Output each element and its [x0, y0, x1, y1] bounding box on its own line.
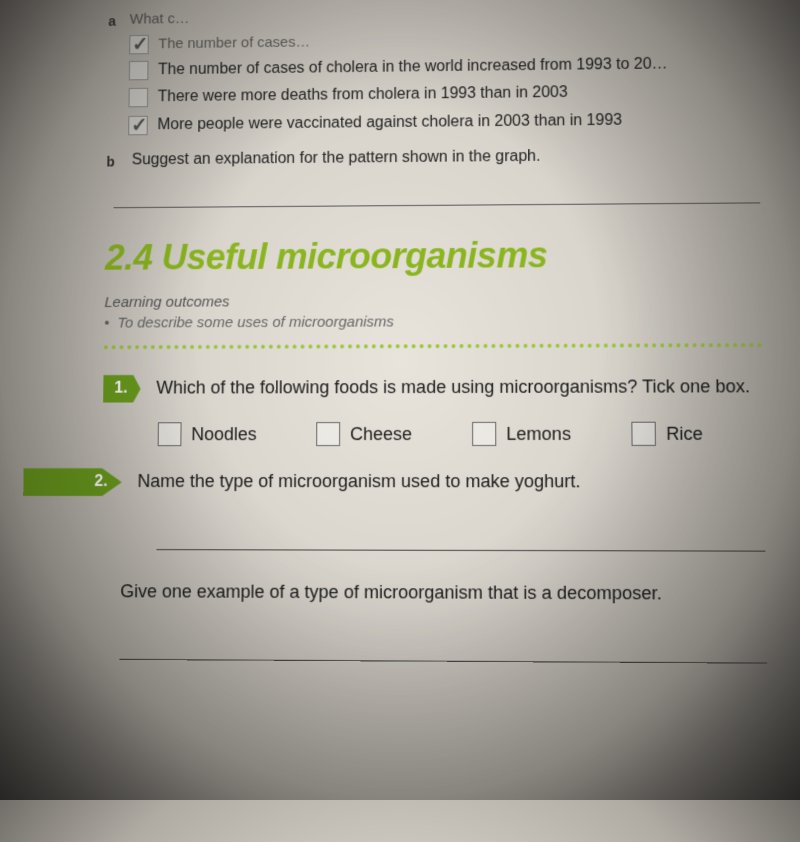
answer-line-q2[interactable]	[156, 516, 765, 552]
clipped-prompt: What c…	[130, 10, 190, 27]
choice-cheese: Cheese	[316, 422, 412, 446]
part-b-prompt: Suggest an explanation for the pattern s…	[132, 148, 541, 169]
question-3: Give one example of a type of microorgan…	[120, 578, 766, 608]
choice-label: Rice	[666, 423, 703, 444]
checkbox-opt2[interactable]	[129, 61, 149, 80]
choice-rice: Rice	[632, 422, 703, 446]
checkbox-opt1[interactable]	[129, 35, 149, 54]
checkbox-rice[interactable]	[632, 422, 657, 446]
question-2-text: Name the type of microorganism used to m…	[137, 468, 764, 496]
option-3-text: There were more deaths from cholera in 1…	[158, 83, 568, 109]
choice-label: Lemons	[506, 423, 571, 444]
question-2: 2. Name the type of microorganism used t…	[102, 468, 765, 497]
answer-line-q3[interactable]	[119, 626, 767, 664]
part-letter-a: a	[108, 13, 129, 29]
option-row: The number of cases of cholera in the wo…	[129, 53, 758, 82]
dotted-divider	[104, 343, 763, 349]
learning-outcome-item: To describe some uses of microorganisms	[104, 312, 762, 332]
textbook-page: a What c… The number of cases… The numbe…	[17, 0, 800, 842]
checkbox-noodles[interactable]	[158, 422, 182, 446]
option-row: There were more deaths from cholera in 1…	[128, 81, 758, 110]
checkbox-lemons[interactable]	[472, 422, 496, 446]
choice-lemons: Lemons	[472, 422, 571, 446]
part-letter-b: b	[106, 154, 128, 170]
question-1: 1. Which of the following foods is made …	[103, 373, 763, 402]
option-row: The number of cases…	[129, 26, 758, 54]
choice-noodles: Noodles	[158, 422, 257, 446]
checkbox-opt3[interactable]	[129, 88, 149, 107]
question-1-text: Which of the following foods is made usi…	[156, 373, 763, 401]
option-1-text: The number of cases…	[158, 32, 310, 54]
checkbox-opt4[interactable]	[128, 116, 148, 136]
question-number-badge: 2.	[23, 468, 122, 496]
previous-question-block: a What c… The number of cases… The numbe…	[106, 3, 760, 209]
checkbox-cheese[interactable]	[316, 422, 340, 446]
option-4-text: More people were vaccinated against chol…	[157, 110, 622, 136]
q1-choices: Noodles Cheese Lemons Rice	[158, 422, 764, 447]
option-row: More people were vaccinated against chol…	[128, 108, 759, 136]
section-heading: 2.4 Useful microorganisms	[105, 233, 761, 278]
question-number-badge: 1.	[103, 375, 141, 403]
answer-line[interactable]	[114, 176, 761, 209]
options-list: What c… The number of cases… The number …	[128, 3, 759, 142]
choice-label: Cheese	[350, 424, 412, 445]
choice-label: Noodles	[191, 424, 257, 445]
question-3-text: Give one example of a type of microorgan…	[120, 578, 766, 608]
option-2-text: The number of cases of cholera in the wo…	[158, 54, 668, 82]
learning-outcomes-heading: Learning outcomes	[104, 291, 761, 311]
